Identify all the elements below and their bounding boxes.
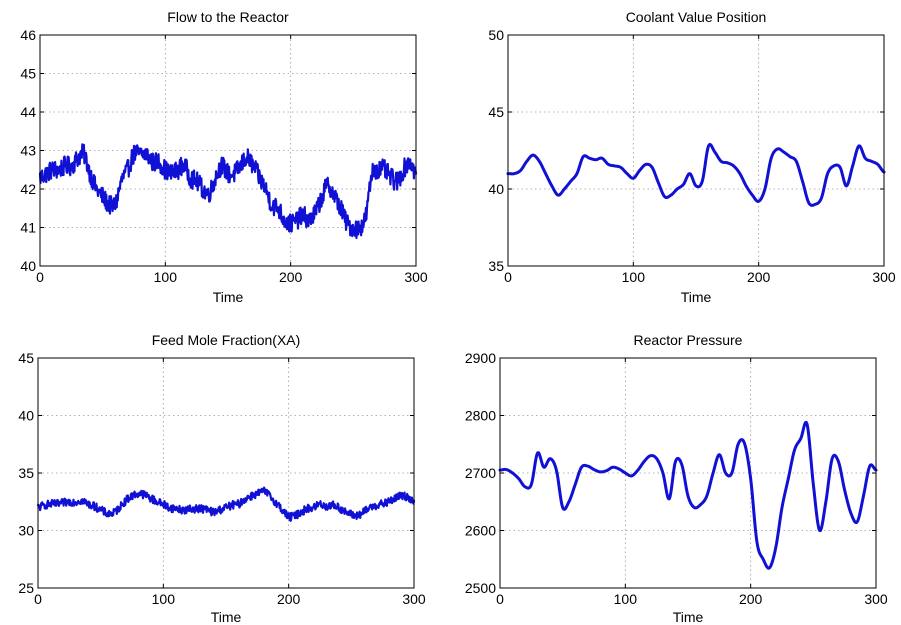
series-line [36, 486, 416, 522]
y-tick-label: 25 [18, 580, 34, 596]
y-tick-label: 44 [20, 104, 36, 120]
y-tick-label: 43 [20, 143, 36, 159]
x-tick-label: 0 [34, 591, 42, 607]
chart-title: Reactor Pressure [634, 332, 743, 348]
y-tick-label: 2500 [465, 580, 496, 596]
x-tick-label: 100 [614, 591, 638, 607]
y-tick-label: 40 [488, 181, 504, 197]
y-tick-label: 2800 [465, 408, 496, 424]
y-tick-label: 2700 [465, 465, 496, 481]
x-tick-label: 100 [152, 591, 176, 607]
y-tick-label: 45 [18, 350, 34, 366]
x-axis-label: Time [211, 609, 242, 625]
y-tick-label: 35 [488, 258, 504, 274]
y-tick-label: 46 [20, 27, 36, 43]
x-tick-label: 100 [154, 269, 178, 285]
x-tick-label: 0 [504, 269, 512, 285]
x-axis-label: Time [681, 289, 712, 305]
x-tick-label: 0 [36, 269, 44, 285]
y-tick-label: 30 [18, 523, 34, 539]
y-tick-label: 35 [18, 465, 34, 481]
series-line [498, 420, 878, 570]
y-tick-label: 2900 [465, 350, 496, 366]
x-tick-label: 300 [402, 591, 426, 607]
panel-flow-to-reactor: Flow to the Reactor Time 0 100 200 300 40 41 4… [20, 9, 427, 305]
panel-feed-mole-fraction: Feed Mole Fraction(XA) Time 0 100 200 300 25… [18, 332, 425, 625]
series-line [38, 143, 418, 240]
chart-title: Feed Mole Fraction(XA) [152, 332, 301, 348]
x-tick-label: 200 [747, 269, 771, 285]
y-tick-label: 45 [20, 66, 36, 82]
x-axis-label: Time [213, 289, 244, 305]
x-tick-label: 300 [404, 269, 428, 285]
x-tick-label: 200 [277, 591, 301, 607]
x-tick-label: 300 [864, 591, 888, 607]
series-line [506, 142, 886, 207]
y-tick-label: 50 [488, 27, 504, 43]
panel-reactor-pressure: Reactor Pressure Time 0 100 200 300 2500 2600… [465, 332, 888, 625]
x-tick-label: 300 [872, 269, 896, 285]
y-tick-label: 40 [20, 258, 36, 274]
y-tick-label: 41 [20, 220, 36, 236]
y-tick-label: 42 [20, 181, 36, 197]
y-tick-label: 2600 [465, 523, 496, 539]
x-tick-label: 200 [279, 269, 303, 285]
x-tick-label: 200 [739, 591, 763, 607]
chart-title: Coolant Value Position [626, 9, 767, 25]
panel-coolant-value-position: Coolant Value Position Time 0 100 200 300 35… [488, 9, 895, 305]
y-tick-label: 40 [18, 408, 34, 424]
y-tick-label: 45 [488, 104, 504, 120]
x-tick-label: 0 [496, 591, 504, 607]
x-tick-label: 100 [622, 269, 646, 285]
chart-title: Flow to the Reactor [167, 9, 289, 25]
x-axis-label: Time [673, 609, 704, 625]
axes-frame [507, 34, 885, 267]
